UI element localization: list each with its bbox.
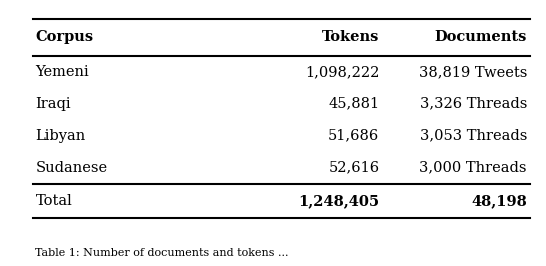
- Text: 51,686: 51,686: [328, 129, 379, 143]
- Text: 38,819 Tweets: 38,819 Tweets: [419, 65, 527, 79]
- Text: Corpus: Corpus: [35, 30, 93, 44]
- Text: 45,881: 45,881: [328, 97, 379, 111]
- Text: 1,098,222: 1,098,222: [305, 65, 379, 79]
- Text: Yemeni: Yemeni: [35, 65, 89, 79]
- Text: Table 1: Number of documents and tokens ...: Table 1: Number of documents and tokens …: [35, 248, 289, 258]
- Text: Documents: Documents: [435, 30, 527, 44]
- Text: 1,248,405: 1,248,405: [298, 194, 379, 208]
- Text: 52,616: 52,616: [328, 161, 379, 174]
- Text: Tokens: Tokens: [322, 30, 379, 44]
- Text: Sudanese: Sudanese: [35, 161, 108, 174]
- Text: Total: Total: [35, 194, 72, 208]
- Text: 3,326 Threads: 3,326 Threads: [419, 97, 527, 111]
- Text: 3,000 Threads: 3,000 Threads: [419, 161, 527, 174]
- Text: 48,198: 48,198: [471, 194, 527, 208]
- Text: Libyan: Libyan: [35, 129, 86, 143]
- Text: Iraqi: Iraqi: [35, 97, 71, 111]
- Text: 3,053 Threads: 3,053 Threads: [419, 129, 527, 143]
